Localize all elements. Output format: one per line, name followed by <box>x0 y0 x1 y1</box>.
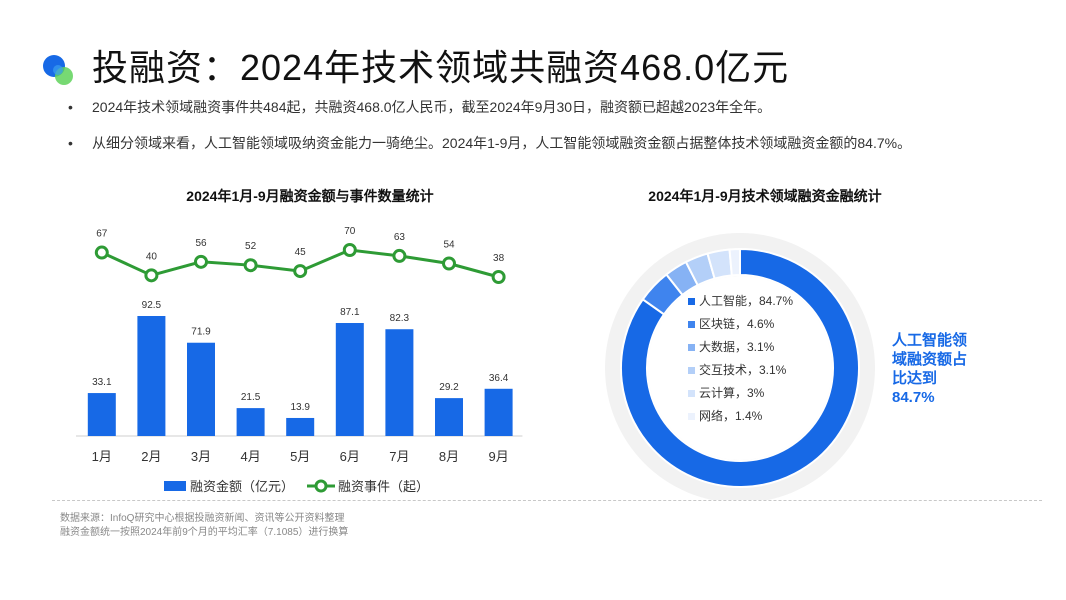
bar-value-label: 13.9 <box>290 402 310 413</box>
footer-divider <box>52 500 1042 501</box>
bar <box>484 388 513 436</box>
x-tick-label: 7月 <box>389 449 409 464</box>
line-value-label: 54 <box>443 240 455 251</box>
bullet-text: 从细分领域来看，人工智能领域吸纳资金能力一骑绝尘。2024年1-9月，人工智能领… <box>92 135 912 151</box>
line-point <box>144 268 159 283</box>
line-value-label: 63 <box>394 232 406 243</box>
pie-legend-label: 云计算，3% <box>699 385 765 400</box>
bullet-item: • 2024年技术领域融资事件共484起，共融资468.0亿人民币，截至2024… <box>64 96 1054 118</box>
line-point <box>194 254 208 269</box>
bullet-item: • 从细分领域来看，人工智能领域吸纳资金能力一骑绝尘。2024年1-9月，人工智… <box>64 132 1054 154</box>
x-tick-label: 2月 <box>141 449 161 464</box>
pie-chart-title: 2024年1月-9月技术领域融资金融统计 <box>648 188 882 204</box>
legend-bar-swatch <box>164 481 186 491</box>
line-value-label: 67 <box>96 229 108 240</box>
bullet-text: 2024年技术领域融资事件共484起，共融资468.0亿人民币，截至2024年9… <box>92 99 772 115</box>
pie-legend-swatch <box>688 321 695 328</box>
pie-legend-label: 区块链，4.6% <box>699 316 775 331</box>
bar-value-label: 29.2 <box>439 382 459 393</box>
bar <box>137 316 166 436</box>
source-line: 数据来源：InfoQ研究中心根据投融资新闻、资讯等公开资料整理 <box>60 513 345 524</box>
legend-line-marker <box>314 479 328 493</box>
bar-value-label: 71.9 <box>191 327 211 338</box>
x-tick-label: 9月 <box>488 449 508 464</box>
bar <box>187 342 215 436</box>
line-point <box>491 270 506 284</box>
pie-legend-label: 人工智能，84.7% <box>699 293 793 308</box>
pie-slice <box>728 247 741 277</box>
pie-annotation: 人工智能领 域融资额占 比达到 84.7% <box>892 331 992 407</box>
pie-annotation-line: 比达到 <box>892 370 938 387</box>
page-title: 投融资：2024年技术领域共融资468.0亿元 <box>92 47 790 88</box>
bar <box>236 408 265 436</box>
pie-slice <box>620 247 860 488</box>
line-point <box>442 256 456 271</box>
bar <box>87 393 116 436</box>
line-point <box>392 248 407 263</box>
line-point <box>243 258 258 273</box>
source-note: 数据来源：InfoQ研究中心根据投融资新闻、资讯等公开资料整理 融资金额统一按照… <box>60 512 348 540</box>
bar <box>385 329 414 436</box>
bullet-list: • 2024年技术领域融资事件共484起，共融资468.0亿人民币，截至2024… <box>64 96 1054 168</box>
line-point <box>342 243 357 257</box>
logo-icon <box>43 55 73 85</box>
pie-legend-label: 交互技术，3.1% <box>699 362 787 377</box>
bar-line-chart: 33.1 1月 92.5 2月 71.9 3月 21.5 4月 13.9 5月 87.1 6月 82.3… <box>76 226 523 494</box>
bar-value-label: 87.1 <box>340 307 360 318</box>
bar-value-label: 21.5 <box>241 392 261 403</box>
source-line: 融资金额统一按照2024年前9个月的平均汇率（7.1085）进行换算 <box>60 527 349 538</box>
bar <box>286 417 315 436</box>
line-point <box>94 245 109 260</box>
bar <box>335 323 364 436</box>
legend-bar-label: 融资金额（亿元） <box>190 479 294 494</box>
line-value-label: 56 <box>195 238 207 249</box>
pie-legend-swatch <box>688 390 695 397</box>
x-tick-label: 1月 <box>92 449 112 464</box>
line-value-label: 40 <box>146 251 158 262</box>
x-tick-label: 6月 <box>340 449 360 464</box>
pie-legend-label: 大数据，3.1% <box>699 339 775 354</box>
line-value-label: 70 <box>344 226 356 237</box>
line-value-label: 52 <box>245 241 257 252</box>
bar-value-label: 33.1 <box>92 377 112 388</box>
line-value-label: 38 <box>493 253 505 264</box>
pie-annotation-line: 人工智能领 <box>892 332 968 349</box>
pie-legend-swatch <box>688 344 695 351</box>
line-value-label: 45 <box>295 247 307 258</box>
pie-legend-swatch <box>688 413 695 420</box>
bar-value-label: 36.4 <box>489 373 509 384</box>
bar-chart-title: 2024年1月-9月融资金额与事件数量统计 <box>186 188 434 204</box>
pie-legend-swatch <box>688 367 695 374</box>
bar <box>435 398 463 436</box>
legend-line-label: 融资事件（起） <box>338 479 429 494</box>
bar-value-label: 92.5 <box>142 300 162 311</box>
pie-legend-swatch <box>688 298 695 305</box>
pie-chart: 人工智能，84.7% 区块链，4.6% 大数据，3.1% 交互技术，3.1% 云计算，3… <box>605 233 875 500</box>
pie-annotation-line: 域融资额占 <box>892 351 968 368</box>
x-tick-label: 8月 <box>439 449 459 464</box>
pie-annotation-line: 84.7% <box>892 389 935 406</box>
x-tick-label: 5月 <box>290 449 310 464</box>
bullet-dot: • <box>68 135 73 151</box>
pie-legend-label: 网络，1.4% <box>699 408 763 423</box>
line-point <box>293 264 308 279</box>
x-tick-label: 3月 <box>191 449 211 464</box>
bar-value-label: 82.3 <box>390 313 410 324</box>
x-tick-label: 4月 <box>240 449 260 464</box>
bullet-dot: • <box>68 99 73 115</box>
